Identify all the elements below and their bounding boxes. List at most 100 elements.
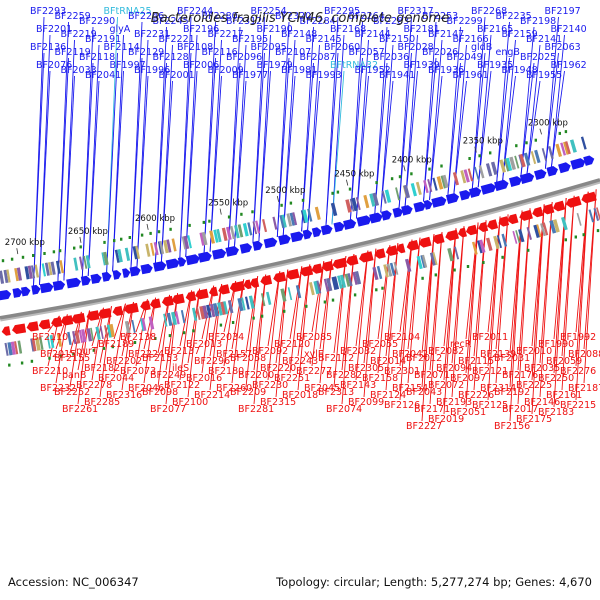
reverse-gene-label: BF2104 bbox=[384, 332, 420, 343]
feature-dot bbox=[440, 164, 443, 168]
reverse-gene-arrow bbox=[97, 308, 112, 319]
cog-category-mark bbox=[181, 236, 188, 250]
cog-category-mark bbox=[496, 235, 502, 249]
reverse-gene-label: BF2261 bbox=[62, 404, 98, 415]
cog-category-mark bbox=[429, 252, 436, 266]
reverse-gene-label: BF2125 bbox=[472, 400, 508, 411]
cog-category-mark bbox=[191, 307, 198, 321]
cog-category-mark bbox=[209, 230, 216, 244]
cog-category-mark bbox=[536, 224, 542, 238]
reverse-gene-arrow bbox=[149, 298, 161, 309]
cog-category-mark bbox=[552, 219, 560, 233]
scale-tick-label: 2400 kbp bbox=[392, 155, 432, 165]
reverse-gene-label: BF2143 bbox=[340, 380, 376, 391]
cog-category-mark bbox=[393, 261, 399, 275]
cog-category-mark bbox=[74, 330, 81, 344]
reverse-gene-label: BF2146 bbox=[524, 397, 560, 408]
cog-category-mark bbox=[415, 181, 422, 196]
cog-category-mark bbox=[467, 168, 474, 182]
feature-dot bbox=[478, 154, 481, 158]
cog-category-mark bbox=[46, 335, 51, 349]
forward-gene-label: BF1935 bbox=[477, 60, 513, 71]
forward-gene-connector bbox=[63, 75, 75, 281]
forward-gene-label: BF2148 bbox=[281, 29, 317, 40]
reverse-gene-connector bbox=[55, 314, 68, 384]
reverse-gene-connector bbox=[311, 261, 325, 367]
reverse-gene-arrow bbox=[71, 313, 86, 324]
forward-gene-label: BF2049 bbox=[447, 52, 483, 63]
cog-category-mark bbox=[104, 325, 109, 339]
reverse-gene-label: BF2046 bbox=[128, 383, 164, 394]
forward-gene-arrow bbox=[519, 172, 535, 184]
forward-gene-label: BF2166 bbox=[453, 34, 489, 45]
reverse-gene-label: BF2085 bbox=[296, 332, 332, 343]
feature-dot bbox=[252, 316, 255, 320]
forward-gene-arrow bbox=[153, 261, 167, 272]
forward-gene-label: BF2284 bbox=[300, 16, 336, 27]
forward-gene-connector bbox=[398, 52, 412, 208]
feature-dot bbox=[219, 323, 223, 327]
forward-gene-arrow bbox=[239, 243, 253, 254]
scale-tick-label: 2650 kbp bbox=[68, 227, 108, 237]
cog-category-mark bbox=[229, 225, 236, 240]
reverse-gene-label: BF2013 bbox=[186, 339, 222, 350]
forward-gene-label: BF2290 bbox=[79, 16, 115, 27]
forward-gene-label: BF1993 bbox=[306, 70, 342, 81]
cog-category-mark bbox=[49, 334, 55, 349]
forward-gene-connector bbox=[276, 57, 290, 238]
reverse-gene-label: BF2227 bbox=[406, 421, 442, 432]
reverse-gene-label: BF2200 bbox=[238, 370, 274, 381]
forward-gene-arrow bbox=[0, 290, 12, 301]
reverse-gene-label: BF2192 bbox=[494, 387, 530, 398]
cog-category-mark bbox=[349, 198, 355, 212]
scale-tick-label: 2500 kbp bbox=[265, 186, 305, 196]
cog-category-mark bbox=[485, 237, 493, 252]
reverse-gene-arrow bbox=[374, 248, 386, 259]
feature-dot bbox=[1, 259, 5, 263]
reverse-gene-label: BF2189 bbox=[98, 339, 134, 350]
reverse-gene-label: BF2157 bbox=[216, 349, 252, 360]
reverse-gene-connector bbox=[289, 266, 303, 374]
reverse-gene-label: BF2088 bbox=[568, 349, 600, 360]
feature-dot bbox=[8, 363, 11, 367]
cog-category-mark bbox=[50, 261, 56, 275]
cog-category-mark bbox=[564, 141, 571, 155]
scale-tick-label: 2550 kbp bbox=[208, 199, 248, 209]
reverse-gene-connector bbox=[157, 294, 171, 388]
feature-dot bbox=[168, 334, 172, 338]
forward-gene-label: BF2293 bbox=[30, 6, 66, 17]
reverse-gene-label: BF2059 bbox=[546, 356, 582, 367]
reverse-gene-connector bbox=[561, 195, 575, 391]
reverse-gene-arrow bbox=[51, 317, 63, 328]
reverse-gene-arrow bbox=[359, 251, 374, 263]
reverse-gene-label: BF2281 bbox=[238, 404, 274, 415]
cog-category-mark bbox=[330, 202, 338, 217]
feature-dot bbox=[102, 346, 106, 350]
reverse-gene-connector bbox=[135, 299, 148, 367]
cog-category-mark bbox=[505, 157, 513, 171]
forward-gene-label: BF2087 bbox=[300, 52, 336, 63]
cog-category-mark bbox=[372, 266, 379, 281]
reverse-gene-connector bbox=[231, 279, 245, 384]
reverse-gene-connector bbox=[253, 274, 267, 371]
scale-tick-mark bbox=[474, 146, 477, 153]
reverse-gene-label: BF2012 bbox=[406, 353, 442, 364]
cog-category-mark bbox=[132, 245, 139, 260]
feature-dot bbox=[157, 230, 161, 234]
feature-dot bbox=[348, 187, 352, 191]
forward-gene-connector bbox=[160, 80, 173, 262]
forward-gene-arrow bbox=[302, 229, 313, 240]
cog-category-mark bbox=[286, 213, 293, 227]
reverse-gene-arrow bbox=[396, 243, 406, 254]
feature-tracks bbox=[0, 130, 600, 367]
cog-category-mark bbox=[242, 223, 249, 237]
reverse-gene-label: BF2154 bbox=[392, 383, 428, 394]
cog-category-mark bbox=[95, 326, 101, 340]
cog-category-mark bbox=[323, 278, 329, 292]
reverse-gene-arrow bbox=[565, 196, 582, 208]
feature-dot bbox=[558, 131, 561, 135]
backbone-arc bbox=[0, 178, 600, 320]
forward-gene-connector bbox=[520, 62, 535, 176]
forward-gene-label: BF2231 bbox=[134, 29, 170, 40]
forward-gene-label: BF2060 bbox=[324, 42, 360, 53]
